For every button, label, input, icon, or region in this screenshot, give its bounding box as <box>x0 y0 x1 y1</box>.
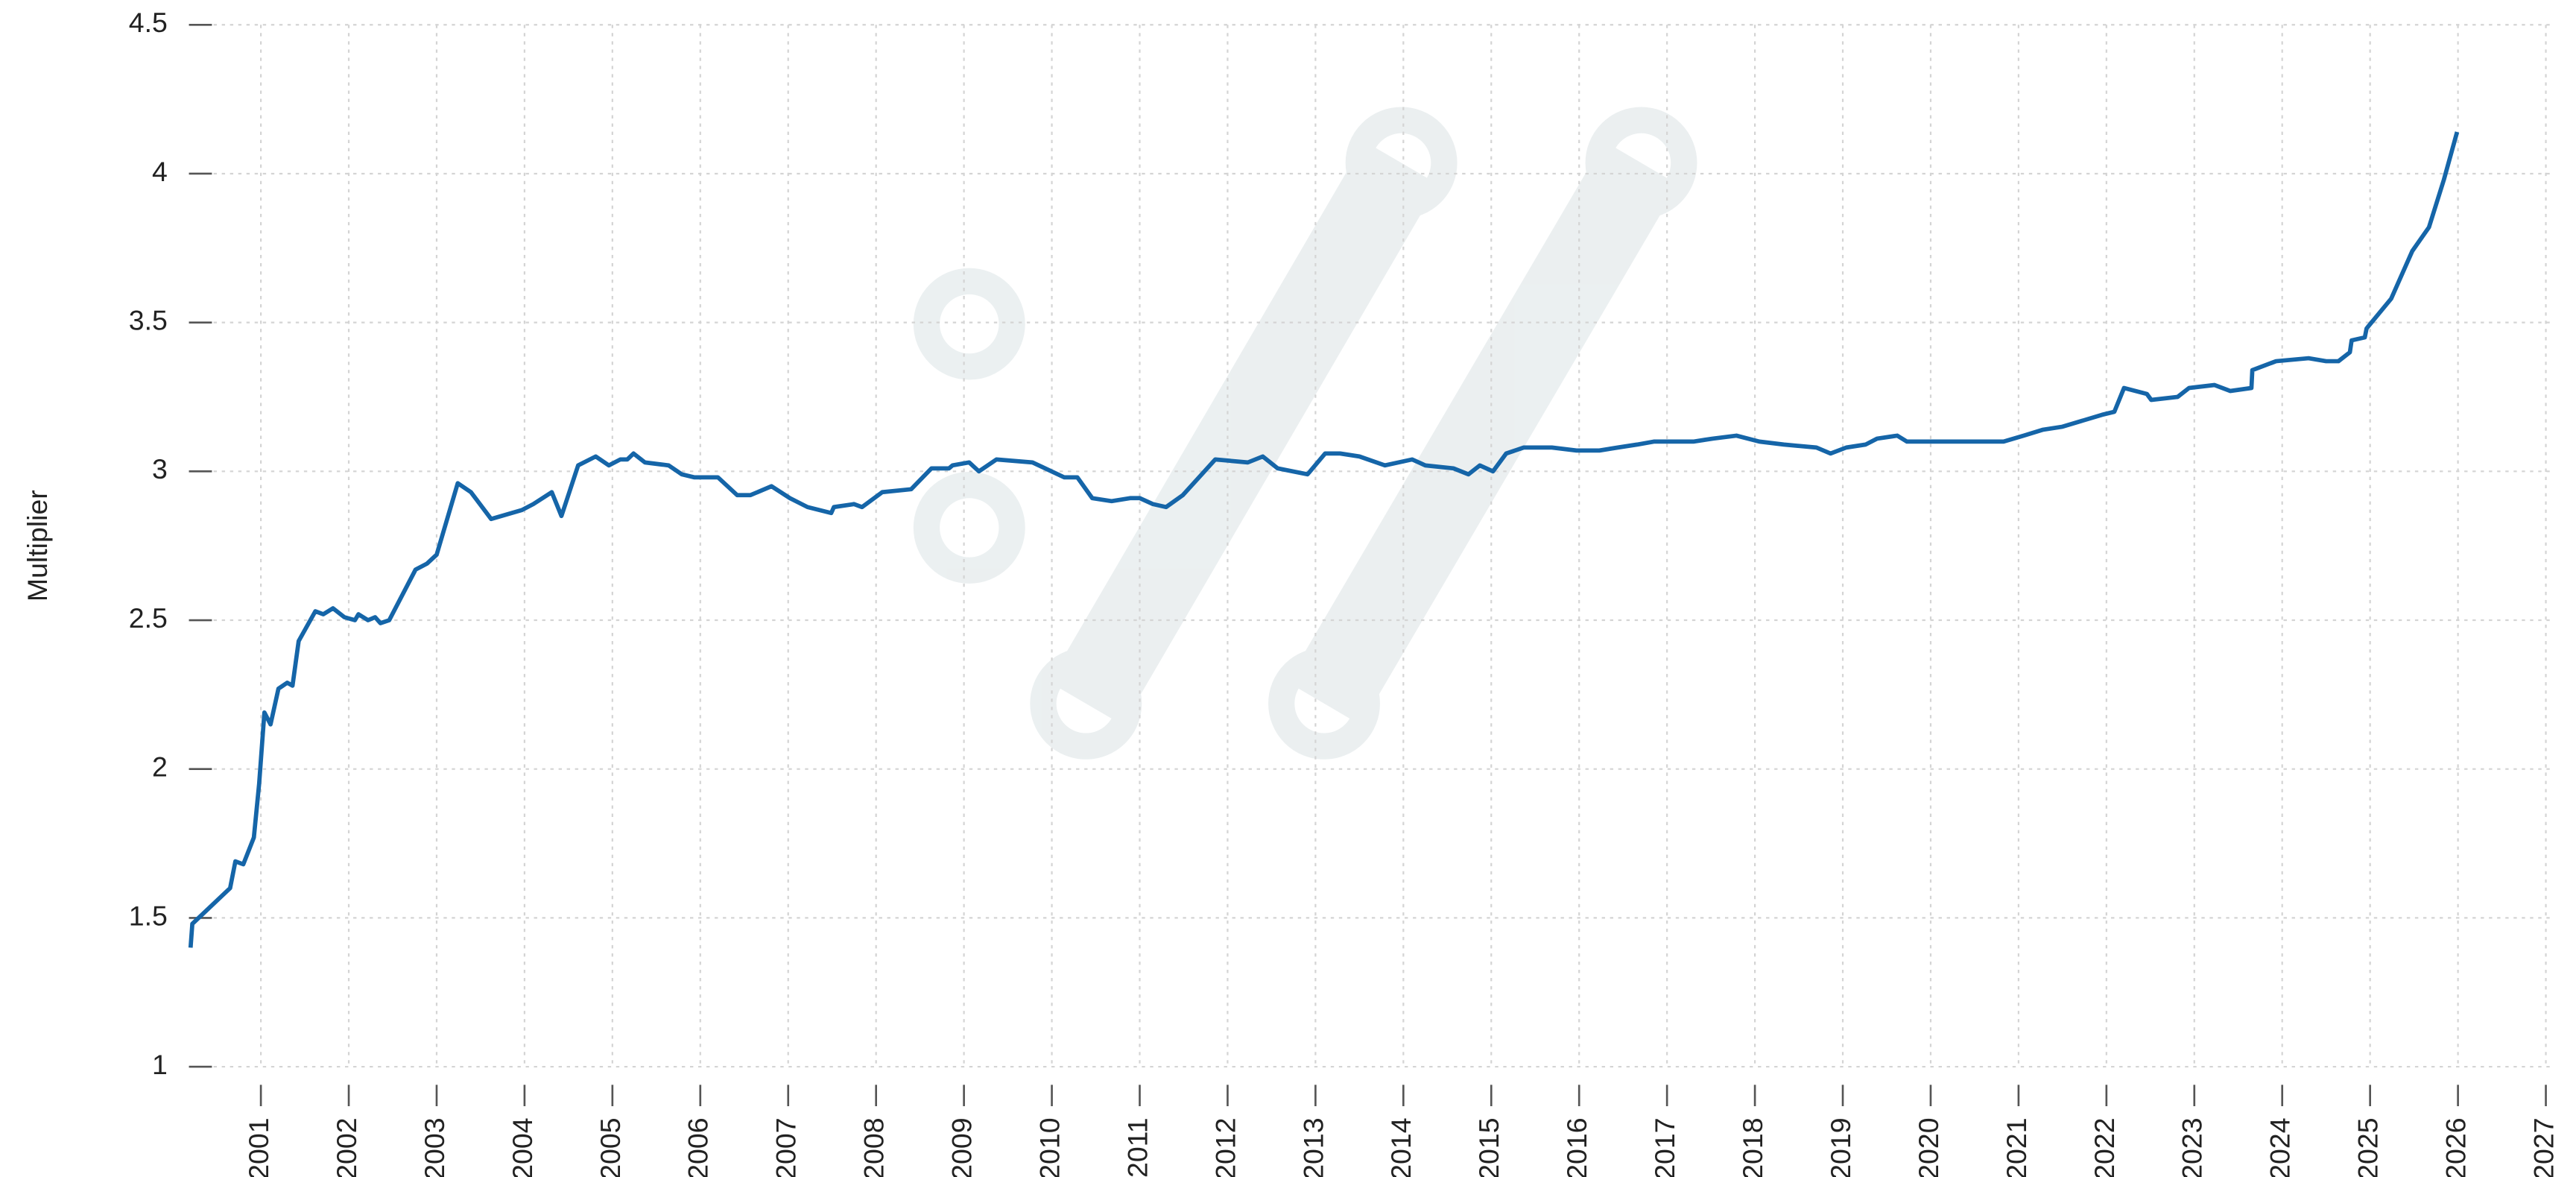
x-tick-label: 2010 <box>1034 1117 1065 1177</box>
x-tick-label: 2026 <box>2440 1117 2472 1177</box>
x-tick-label: 2024 <box>2265 1117 2296 1177</box>
x-tick-label: 2011 <box>1121 1117 1153 1177</box>
x-tick-label: 2006 <box>683 1117 714 1177</box>
y-tick-label: 2.5 <box>129 602 168 634</box>
x-tick-label: 2008 <box>858 1117 890 1177</box>
x-tick-label: 2021 <box>2001 1117 2032 1177</box>
x-tick-label: 2013 <box>1297 1117 1329 1177</box>
x-tick-label: 2004 <box>507 1117 538 1177</box>
y-tick-label: 4.5 <box>129 7 168 38</box>
x-tick-label: 2009 <box>946 1117 978 1177</box>
x-tick-label: 2022 <box>2089 1117 2120 1177</box>
y-tick-label: 2 <box>152 751 168 783</box>
x-tick-label: 2015 <box>1473 1117 1504 1177</box>
x-tick-label: 2014 <box>1385 1117 1417 1177</box>
x-tick-label: 2018 <box>1737 1117 1768 1177</box>
x-tick-label: 2020 <box>1913 1117 1944 1177</box>
y-axis-label: Multiplier <box>22 490 53 602</box>
x-tick-label: 2019 <box>1825 1117 1856 1177</box>
watermark <box>913 107 1697 760</box>
x-tick-label: 2001 <box>243 1117 274 1177</box>
x-tick-label: 2023 <box>2177 1117 2208 1177</box>
x-tick-label: 2002 <box>331 1117 362 1177</box>
x-tick-label: 2027 <box>2528 1117 2559 1177</box>
y-tick-label: 3 <box>152 453 168 485</box>
x-tick-label: 2012 <box>1209 1117 1241 1177</box>
data-line <box>188 131 2460 948</box>
y-tick-label: 1.5 <box>129 900 168 931</box>
x-tick-label: 2017 <box>1649 1117 1680 1177</box>
y-tick-label: 3.5 <box>129 305 168 336</box>
x-tick-label: 2016 <box>1561 1117 1592 1177</box>
x-tick-label: 2025 <box>2352 1117 2384 1177</box>
y-tick-label: 1 <box>152 1049 168 1080</box>
x-tick-label: 2007 <box>770 1117 802 1177</box>
x-tick-label: 2005 <box>595 1117 626 1177</box>
x-tick-label: 2003 <box>419 1117 450 1177</box>
y-tick-label: 4 <box>152 156 168 187</box>
